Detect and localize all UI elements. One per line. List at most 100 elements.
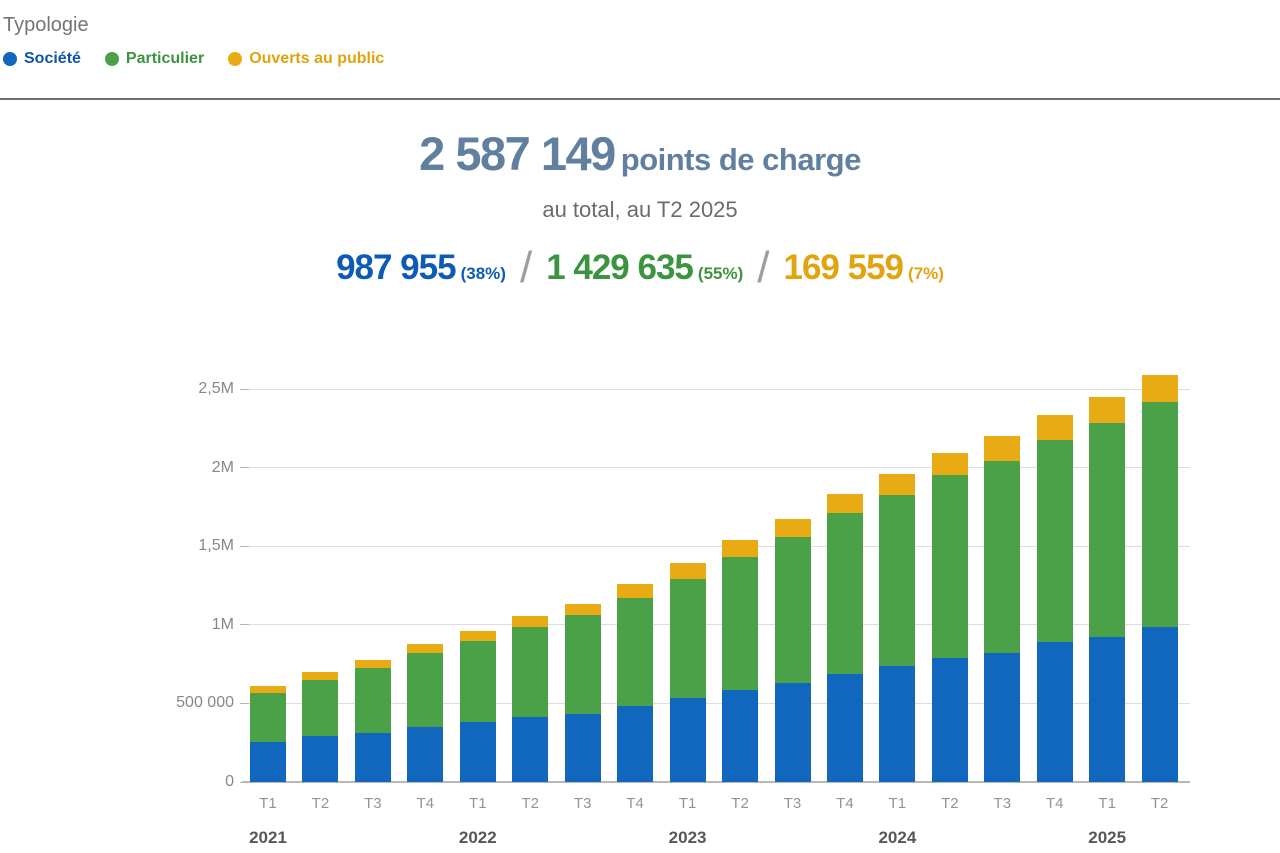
bar-segment-societe[interactable] (512, 717, 549, 782)
bar-segment-particulier[interactable] (250, 693, 286, 743)
bar-column (1141, 375, 1178, 782)
bar-column (617, 584, 654, 782)
bar-segment-particulier[interactable] (459, 641, 496, 723)
y-axis-label: 2M (211, 458, 234, 476)
bar-segment-societe[interactable] (354, 732, 391, 782)
bar-segment-ouverts-au-public[interactable] (459, 631, 496, 642)
bar-column (774, 519, 811, 782)
bar-segment-particulier[interactable] (984, 461, 1021, 654)
stat-value: 169 559 (783, 248, 905, 287)
bar-segment-societe[interactable] (879, 666, 916, 782)
bar-column (722, 540, 759, 782)
bar-segment-ouverts-au-public[interactable] (984, 436, 1021, 461)
ouverts-au-public-dot-icon (228, 52, 243, 66)
bar-segment-societe[interactable] (617, 705, 654, 782)
bar-segment-ouverts-au-public[interactable] (669, 562, 706, 579)
stat-separator: / (757, 243, 770, 292)
bar-segment-particulier[interactable] (1036, 440, 1073, 643)
bar-column (984, 436, 1021, 782)
stat-percent: (55%) (697, 264, 744, 283)
bar-segment-societe[interactable] (669, 698, 706, 782)
bar-column (1089, 396, 1126, 782)
legend-item-particulier[interactable]: Particulier (104, 50, 205, 68)
y-axis-tick (240, 467, 249, 469)
bar-segment-societe[interactable] (250, 742, 286, 782)
societe-dot-icon (3, 52, 17, 66)
bar-segment-particulier[interactable] (931, 474, 968, 659)
bar-segment-ouverts-au-public[interactable] (617, 584, 654, 598)
bar-column (669, 562, 706, 782)
bar-segment-particulier[interactable] (879, 494, 916, 667)
bar-segment-ouverts-au-public[interactable] (1036, 414, 1073, 441)
bar-segment-particulier[interactable] (302, 680, 339, 737)
bar-segment-societe[interactable] (826, 673, 863, 782)
bar-segment-societe[interactable] (774, 682, 811, 782)
bar-segment-ouverts-au-public[interactable] (722, 540, 759, 558)
bar-segment-particulier[interactable] (564, 615, 601, 715)
bar-segment-ouverts-au-public[interactable] (354, 659, 391, 669)
bar-segment-ouverts-au-public[interactable] (250, 686, 286, 694)
bar-segment-particulier[interactable] (669, 578, 706, 699)
x-axis-label: T3 (993, 795, 1012, 812)
stat-ouverts-au-public: 169 559 (7%) (784, 248, 944, 288)
bar-segment-ouverts-au-public[interactable] (826, 493, 863, 514)
bar-segment-ouverts-au-public[interactable] (879, 473, 916, 495)
x-axis-label: T2 (521, 795, 539, 812)
stats-row: 987 955 (38%) / 1 429 635 (55%) / 169 55… (0, 246, 1280, 290)
bar-segment-societe[interactable] (407, 726, 444, 782)
total-unit: points de charge (620, 142, 862, 177)
x-axis-label: T1 (1098, 795, 1116, 812)
bar-segment-societe[interactable] (931, 658, 968, 782)
y-axis-tick (240, 781, 249, 783)
bar-segment-particulier[interactable] (1089, 422, 1126, 638)
y-axis-tick (240, 624, 249, 626)
bar-segment-ouverts-au-public[interactable] (407, 643, 444, 654)
x-axis-label: T2 (311, 795, 330, 812)
bar-segment-ouverts-au-public[interactable] (512, 616, 549, 628)
y-axis-label: 2,5M (198, 380, 234, 397)
stat-value: 1 429 635 (546, 248, 694, 287)
stat-societe: 987 955 (38%) (336, 248, 506, 288)
stat-percent: (7%) (908, 264, 944, 283)
x-axis-label: T1 (678, 795, 697, 812)
bar-segment-ouverts-au-public[interactable] (1141, 375, 1178, 402)
bar-column (250, 686, 286, 782)
y-axis-tick (240, 545, 249, 547)
bar-segment-particulier[interactable] (354, 668, 391, 733)
bar-segment-societe[interactable] (722, 689, 759, 782)
bar-segment-ouverts-au-public[interactable] (1089, 396, 1126, 423)
bar-segment-ouverts-au-public[interactable] (564, 603, 601, 616)
gridline (242, 467, 1190, 469)
bar-segment-ouverts-au-public[interactable] (931, 452, 968, 475)
year-label: 2021 (249, 828, 287, 847)
bar-segment-particulier[interactable] (722, 557, 759, 690)
bar-segment-societe[interactable] (1089, 637, 1126, 782)
bar-segment-particulier[interactable] (774, 537, 811, 683)
x-axis-label: T4 (626, 795, 644, 812)
bar-segment-societe[interactable] (564, 714, 601, 782)
legend-item-label: Particulier (125, 50, 205, 67)
total-subtitle: au total, au T2 2025 (542, 197, 738, 222)
legend-item-ouverts-au-public[interactable]: Ouverts au public (228, 50, 384, 68)
bar-segment-societe[interactable] (1036, 642, 1073, 782)
bar-column (354, 659, 391, 782)
x-axis-label: T4 (416, 795, 435, 812)
bar-segment-societe[interactable] (984, 653, 1021, 782)
legend-item-societe[interactable]: Société (3, 50, 81, 68)
bar-segment-particulier[interactable] (512, 627, 549, 718)
bar-segment-particulier[interactable] (1141, 401, 1178, 627)
y-axis-label: 500 000 (176, 694, 234, 712)
bar-column (459, 631, 496, 782)
bar-segment-societe[interactable] (302, 736, 339, 782)
bar-segment-particulier[interactable] (826, 513, 863, 674)
legend-item-label: Ouverts au public (249, 50, 385, 67)
bar-segment-particulier[interactable] (617, 597, 654, 706)
chart: 0 500 000 1M 1,5M 2M 2,5M T1 T2 T3 T4 T1 T2 T3 T4 T1 T2… (0, 354, 1280, 853)
gridline (242, 624, 1190, 626)
bar-segment-ouverts-au-public[interactable] (302, 672, 339, 681)
bar-segment-ouverts-au-public[interactable] (774, 519, 811, 538)
legend-row: Société Particulier Ouverts au public (3, 50, 1280, 68)
bar-segment-societe[interactable] (459, 722, 496, 782)
bar-segment-societe[interactable] (1141, 626, 1178, 782)
bar-segment-particulier[interactable] (407, 653, 444, 727)
